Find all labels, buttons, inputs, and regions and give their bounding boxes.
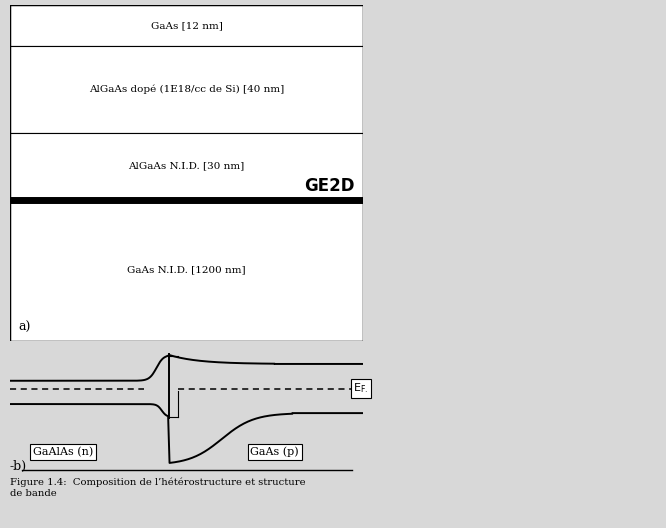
Text: GE2D: GE2D — [304, 177, 354, 195]
Text: $\mathsf{E_{F.}}$: $\mathsf{E_{F.}}$ — [353, 382, 368, 395]
Text: Figure 1.4:  Composition de l’hétérostructure et structure
de bande: Figure 1.4: Composition de l’hétérostruc… — [10, 478, 306, 498]
Text: GaAs N.I.D. [1200 nm]: GaAs N.I.D. [1200 nm] — [127, 266, 246, 275]
Bar — [10, 200, 363, 341]
Text: AlGaAs dopé (1E18/cc de Si) [40 nm]: AlGaAs dopé (1E18/cc de Si) [40 nm] — [89, 84, 284, 94]
Text: GaAs [12 nm]: GaAs [12 nm] — [151, 21, 222, 30]
Text: a): a) — [19, 321, 31, 334]
Bar — [10, 133, 363, 200]
Bar — [10, 45, 363, 133]
Bar — [10, 5, 363, 45]
Text: AlGaAs N.I.D. [30 nm]: AlGaAs N.I.D. [30 nm] — [129, 162, 244, 171]
Text: GaAlAs (n): GaAlAs (n) — [33, 447, 93, 457]
Text: -b): -b) — [10, 459, 27, 473]
Text: GaAs (p): GaAs (p) — [250, 447, 299, 457]
